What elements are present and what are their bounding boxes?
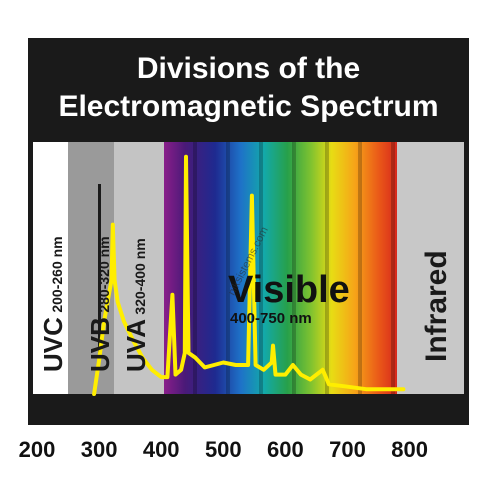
uva-name: UVA (121, 319, 151, 372)
axis-tick-700: 700 (329, 437, 366, 462)
visible-range: 400-750 nm (230, 310, 312, 327)
infrared-name: Infrared (420, 250, 453, 362)
visible-band-stripes (164, 142, 397, 394)
title-line-2: Electromagnetic Spectrum (58, 90, 439, 123)
visible-name: Visible (228, 269, 350, 311)
title-line-1: Divisions of the (136, 52, 361, 85)
uvb-label: UVB 280-320 nm (85, 236, 116, 372)
uvb-range: 280-320 nm (96, 236, 112, 313)
infrared-label: Infrared (420, 250, 454, 362)
axis-tick-600: 600 (267, 437, 304, 462)
uvb-name: UVB (85, 317, 115, 372)
uvc-band (33, 142, 68, 394)
title-banner: Divisions of the Electromagnetic Spectru… (28, 38, 469, 142)
uvc-name: UVC (38, 317, 68, 372)
uvc-label: UVC 200-260 nm (38, 236, 69, 372)
uva-range: 320-400 nm (132, 238, 148, 315)
infrared-band (397, 142, 464, 394)
uvb-divider-line (98, 184, 101, 356)
spectrum-panel (28, 142, 469, 425)
axis-tick-500: 500 (204, 437, 242, 462)
axis-tick-200: 200 (18, 437, 56, 462)
axis-tick-300: 300 (80, 437, 118, 462)
visible-label: Visible 400-750 nm (228, 270, 350, 328)
axis-tick-400: 400 (142, 437, 180, 462)
axis-tick-800: 800 (391, 437, 428, 462)
emission-curve (92, 154, 406, 396)
wavelength-axis: 200 300 400 500 600 700 800 (0, 425, 500, 475)
spectrum-graphic (33, 142, 464, 396)
uvc-range: 200-260 nm (49, 236, 65, 313)
uvb-band (68, 142, 114, 394)
uva-label: UVA 320-400 nm (121, 238, 152, 372)
